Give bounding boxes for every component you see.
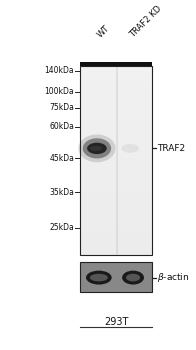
Ellipse shape [90,274,108,281]
Bar [80,182,152,186]
Bar [80,239,152,243]
Ellipse shape [126,274,140,281]
Bar [80,176,152,180]
Bar [80,192,152,195]
Bar [80,236,152,239]
Bar [80,116,152,120]
Bar [80,110,152,113]
Text: 35kDa: 35kDa [49,188,74,197]
Bar [80,126,152,129]
Bar [80,85,152,88]
Bar [80,220,152,224]
Text: 140kDa: 140kDa [44,66,74,76]
Ellipse shape [78,134,115,162]
Bar [80,78,152,82]
Bar [80,97,152,101]
Bar [80,226,152,230]
Bar [80,145,152,148]
Bar [80,252,152,256]
Bar [80,66,152,69]
Bar [80,246,152,249]
Ellipse shape [87,143,107,154]
Bar [80,223,152,227]
Bar [80,151,152,154]
Bar [80,262,152,292]
Text: TRAF2 KD: TRAF2 KD [128,4,163,40]
Text: 60kDa: 60kDa [49,122,74,131]
Text: TRAF2: TRAF2 [157,144,185,153]
Bar [80,107,152,110]
Bar [80,186,152,189]
Bar [80,66,152,255]
Text: 100kDa: 100kDa [44,87,74,96]
Bar [80,189,152,192]
Bar [80,249,152,252]
Bar [80,100,152,104]
Bar [80,82,152,85]
Bar [80,170,152,173]
Bar [80,104,152,107]
Text: $\beta$-actin: $\beta$-actin [157,271,189,284]
Bar [80,201,152,205]
Bar [80,141,152,145]
Bar [80,132,152,135]
Bar [80,179,152,183]
Bar [80,233,152,236]
Bar [80,62,152,66]
Bar [80,113,152,117]
Text: 45kDa: 45kDa [49,154,74,162]
Text: 25kDa: 25kDa [49,223,74,232]
Ellipse shape [122,144,139,153]
Ellipse shape [86,271,112,285]
Bar [80,195,152,198]
Bar [80,214,152,217]
Bar [80,167,152,170]
Bar [80,135,152,139]
Ellipse shape [83,138,111,159]
Bar [80,217,152,220]
Bar [80,198,152,202]
Bar [80,88,152,91]
Bar [80,72,152,76]
Bar [80,119,152,123]
Bar [80,230,152,233]
Bar [80,148,152,151]
Bar [80,204,152,208]
Bar [80,160,152,164]
Text: WT: WT [95,24,111,40]
Ellipse shape [122,271,144,285]
Bar [80,94,152,98]
Bar [80,208,152,211]
Bar [80,173,152,176]
Bar [80,163,152,167]
Text: 75kDa: 75kDa [49,103,74,112]
Bar [80,157,152,161]
Bar [80,69,152,72]
Bar [80,91,152,94]
Bar [80,138,152,142]
Bar [80,154,152,158]
Ellipse shape [90,146,102,151]
Bar [80,211,152,214]
Bar [80,75,152,79]
Bar [80,129,152,132]
Bar [80,243,152,246]
Bar [80,122,152,126]
Text: 293T: 293T [104,317,128,327]
